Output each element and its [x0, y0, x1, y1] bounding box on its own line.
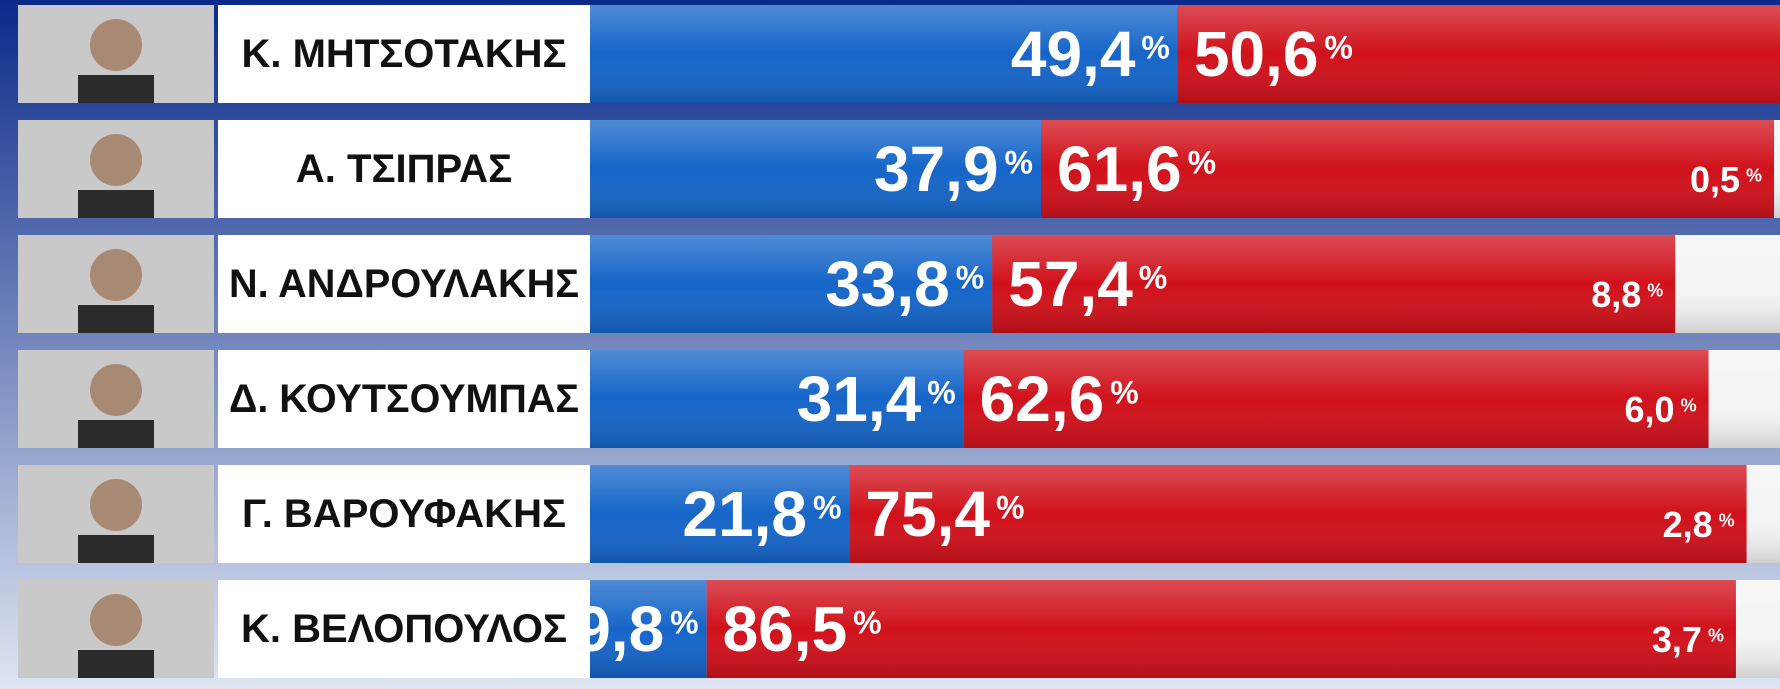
bar-shine	[1675, 235, 1780, 333]
photo-suit	[78, 535, 154, 563]
photo-suit	[78, 305, 154, 333]
bar-shine	[1736, 580, 1780, 678]
bar-shine	[1709, 350, 1780, 448]
photo-face	[90, 134, 142, 186]
photo-suit	[78, 75, 154, 103]
photo-face	[90, 364, 142, 416]
candidate-name: Δ. ΚΟΥΤΣΟΥΜΠΑΣ	[229, 377, 579, 421]
bar-shine	[1774, 120, 1780, 218]
photo-suit	[78, 420, 154, 448]
photo-face	[90, 479, 142, 531]
photo-face	[90, 594, 142, 646]
page: {"chart_data": {"type": "stacked-bar", "…	[0, 0, 1780, 689]
candidate-name: Κ. ΒΕΛΟΠΟΥΛΟΣ	[241, 607, 567, 651]
candidate-name: Ν. ΑΝΔΡΟΥΛΑΚΗΣ	[229, 262, 579, 306]
candidate-name: Κ. ΜΗΤΣΟΤΑΚΗΣ	[242, 32, 567, 76]
photo-suit	[78, 650, 154, 678]
photo-face	[90, 249, 142, 301]
photo-face	[90, 19, 142, 71]
chart: Κ. ΜΗΤΣΟΤΑΚΗΣ49,4%50,6%Α. ΤΣΙΠΡΑΣ37,9%61…	[0, 0, 1780, 689]
candidate-name: Γ. ΒΑΡΟΥΦΑΚΗΣ	[242, 492, 566, 536]
candidate-name: Α. ΤΣΙΠΡΑΣ	[296, 147, 512, 191]
bar-shine	[1747, 465, 1780, 563]
photo-suit	[78, 190, 154, 218]
